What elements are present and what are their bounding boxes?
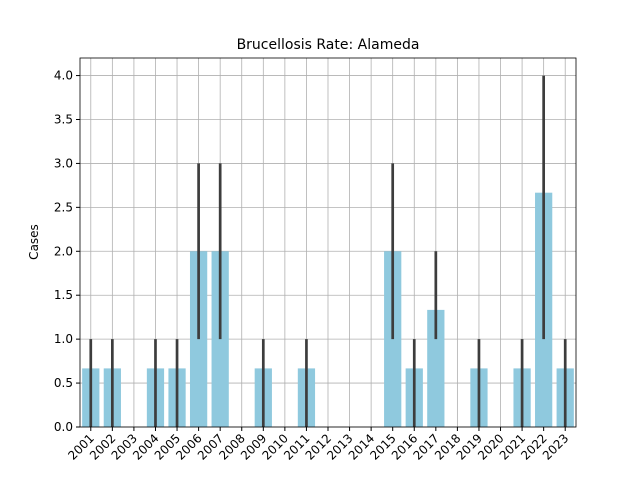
y-tick-label: 1.0 [54,332,73,346]
y-axis-label: Cases [27,224,41,260]
y-tick-label: 2.5 [54,200,73,214]
plot-frame [79,57,577,428]
y-tick-label: 3.5 [54,113,73,127]
y-tick-label: 0.5 [54,376,73,390]
bar [427,309,445,427]
y-tick-label: 0.0 [54,420,73,434]
y-tick-label: 1.5 [54,288,73,302]
y-tick-label: 3.0 [54,156,73,170]
y-tick-label: 4.0 [54,69,73,83]
chart-title: Brucellosis Rate: Alameda [237,37,420,53]
y-tick-label: 2.0 [54,244,73,258]
